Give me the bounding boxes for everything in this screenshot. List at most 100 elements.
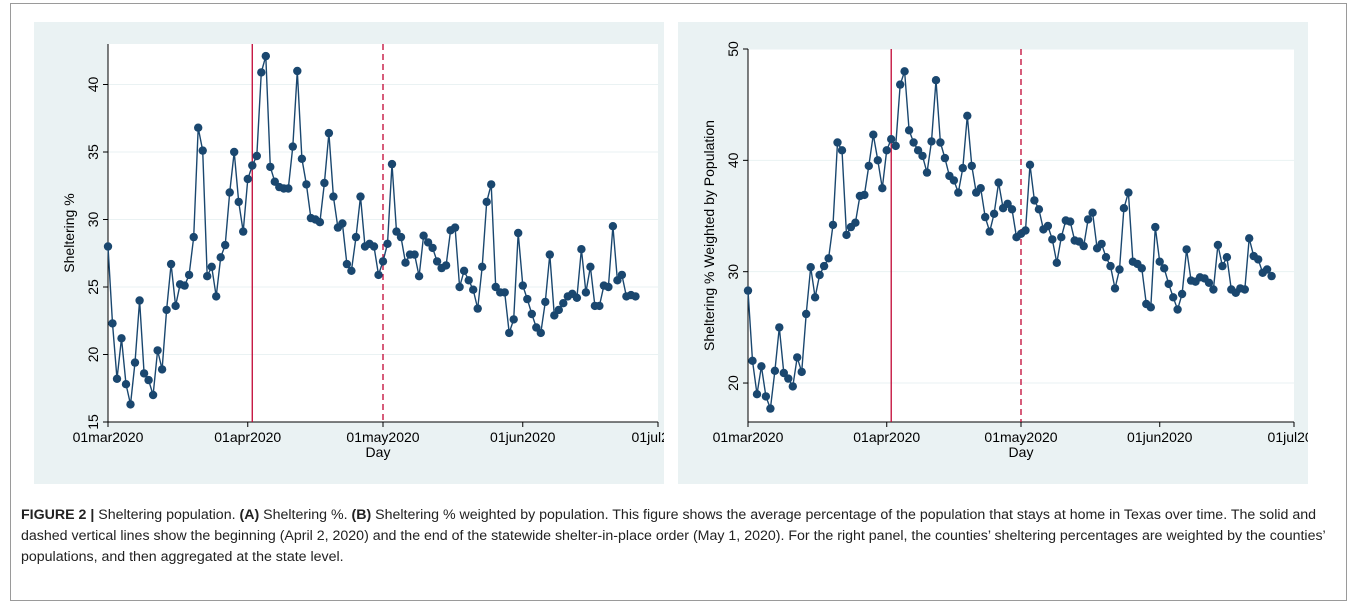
data-point [171, 301, 180, 311]
data-point [252, 151, 261, 161]
data-point [775, 323, 784, 332]
figure-caption: FIGURE 2 | Sheltering population. (A) Sh… [21, 505, 1337, 568]
data-point [108, 319, 117, 328]
y-axis-title: Sheltering % [61, 193, 77, 272]
chart-panel-a: 15 20 25 30 35 40 01mar2020 01apr2020 01may2020 0… [34, 22, 664, 484]
data-point [766, 404, 775, 413]
data-point [342, 259, 352, 269]
data-point [338, 219, 347, 228]
data-point [1218, 261, 1227, 271]
data-point [1222, 253, 1232, 262]
data-point [1169, 293, 1178, 302]
y-tick-label: 25 [85, 279, 101, 295]
data-point [922, 168, 932, 177]
data-point [1164, 279, 1173, 289]
data-point [761, 392, 771, 401]
data-point [243, 174, 252, 184]
data-point [432, 257, 442, 266]
data-point [401, 258, 410, 267]
data-point [1052, 258, 1061, 267]
data-point [837, 146, 847, 155]
data-point [505, 328, 514, 338]
data-point [976, 184, 985, 193]
data-point [1160, 264, 1169, 273]
data-point [833, 138, 842, 147]
data-point [1021, 226, 1030, 235]
data-point [514, 228, 523, 238]
data-point [198, 146, 207, 155]
data-point [869, 130, 878, 139]
data-point [1204, 278, 1214, 287]
data-point [581, 288, 591, 297]
data-point [130, 358, 140, 367]
data-point [1066, 217, 1075, 226]
y-tick-label: 30 [85, 212, 101, 228]
data-point [1079, 241, 1088, 251]
data-point [121, 380, 131, 389]
data-point [806, 263, 815, 272]
data-point [1177, 289, 1187, 299]
x-axis-title: Day [366, 444, 391, 460]
data-point [351, 232, 361, 242]
data-point [297, 154, 307, 163]
y-tick-label: 15 [85, 414, 101, 430]
data-point [779, 368, 788, 378]
data-point [989, 209, 999, 218]
data-point [523, 294, 532, 304]
data-point [293, 66, 302, 76]
data-point [112, 374, 122, 383]
data-point [1007, 205, 1017, 214]
data-point [103, 242, 113, 251]
data-point [261, 51, 270, 61]
x-tick-label: 01jun2020 [1127, 429, 1193, 445]
x-tick-label: 01apr2020 [214, 429, 281, 445]
data-point [500, 288, 509, 297]
data-point [284, 184, 293, 193]
data-point [1025, 160, 1035, 169]
caption-label-b: (B) [351, 507, 372, 523]
data-point [586, 262, 595, 271]
data-point [940, 153, 950, 163]
data-point [518, 281, 527, 290]
data-point [788, 382, 797, 391]
data-point [1173, 305, 1182, 314]
data-point [1101, 253, 1111, 262]
data-point [554, 305, 563, 315]
data-point [387, 159, 397, 169]
data-point [631, 292, 640, 301]
data-point [559, 299, 568, 308]
data-point [1209, 285, 1218, 294]
figure-frame [10, 3, 1347, 601]
y-tick-label: 50 [725, 41, 741, 57]
data-point [234, 197, 243, 207]
x-tick-label: 01jul202 [632, 429, 664, 445]
data-point [1245, 234, 1254, 243]
data-point [230, 147, 239, 157]
data-point [329, 192, 338, 201]
data-point [545, 250, 554, 259]
data-point [1137, 264, 1146, 273]
x-tick-label: 01jul202 [1268, 429, 1308, 445]
data-point [828, 220, 838, 230]
chart-b-svg: 20 30 40 50 01mar2020 01apr2020 01may2020 01jun… [701, 41, 1308, 460]
data-point [396, 232, 406, 242]
data-point [864, 161, 873, 171]
data-point [572, 293, 582, 302]
data-point [757, 362, 766, 371]
data-point [927, 137, 936, 146]
data-point [797, 367, 806, 377]
data-point [958, 163, 967, 173]
caption-text-3: Sheltering % weighted by population. Thi… [21, 507, 1326, 565]
data-point [1034, 205, 1044, 214]
data-point [315, 218, 325, 227]
caption-text-2: Sheltering %. [259, 507, 352, 523]
data-point [967, 161, 976, 171]
data-point [949, 176, 959, 185]
data-point [752, 390, 762, 399]
data-point [918, 151, 927, 161]
caption-label-a: (A) [239, 507, 260, 523]
data-point [1151, 222, 1160, 232]
y-axis-title: Sheltering % Weighted by Population [701, 120, 717, 351]
x-tick-label: 01may2020 [984, 429, 1057, 445]
data-point [1030, 196, 1039, 205]
